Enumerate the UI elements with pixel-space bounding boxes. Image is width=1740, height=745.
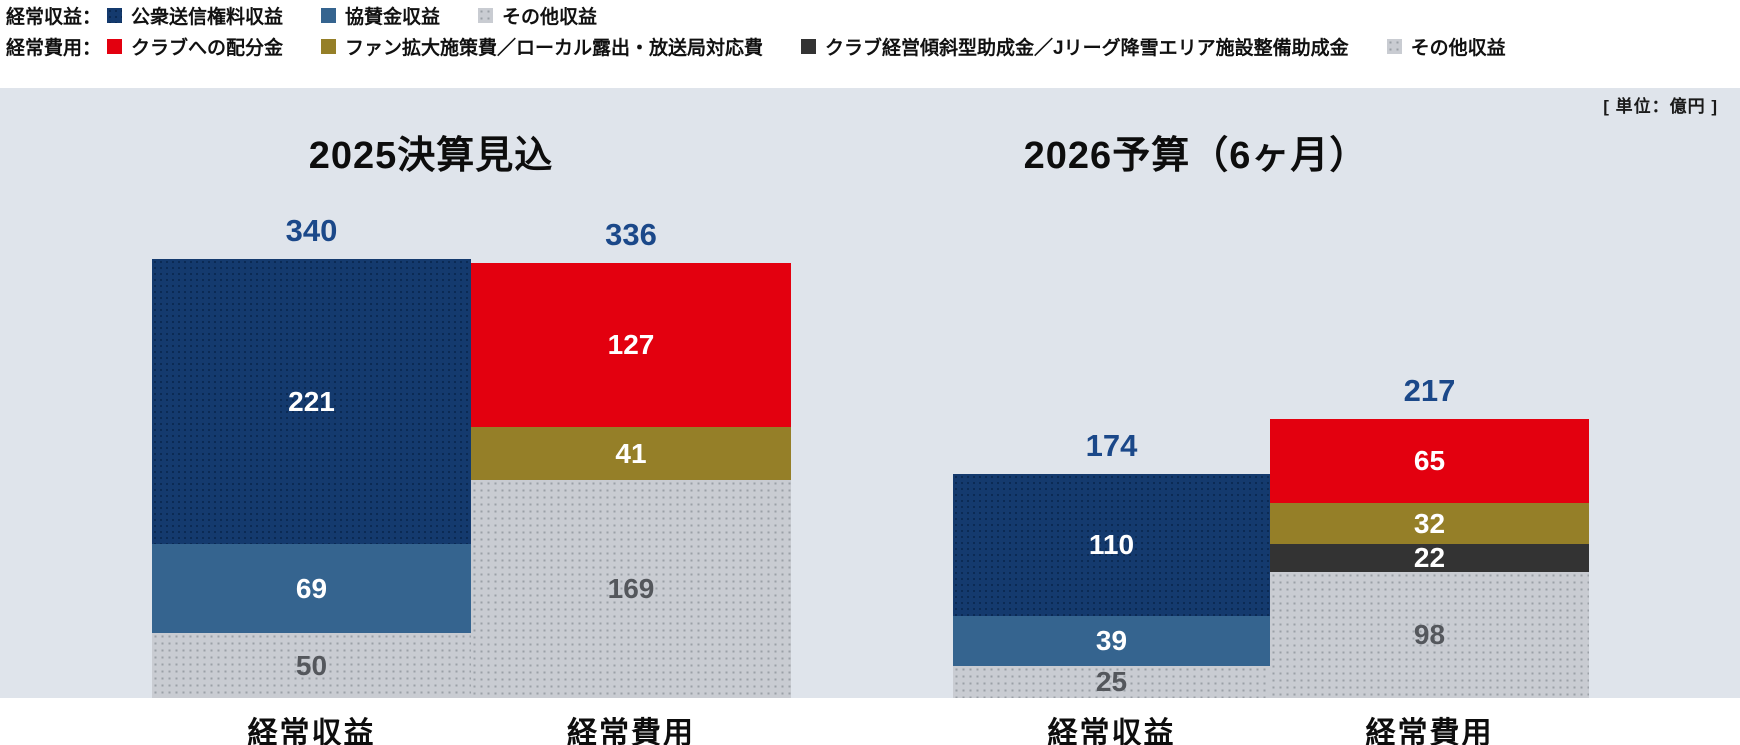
legend-item: その他収益 [478,2,597,29]
segment-value-label: 39 [1095,625,1128,656]
bar-segment: 127 [471,263,791,427]
axis-category-label: 経常収益 [1047,717,1176,745]
legend-item-label: その他収益 [1410,38,1506,59]
bar-segment: 169 [471,480,791,698]
navy-dots-swatch-icon [107,8,123,23]
legend-item: クラブ経営傾斜型助成金／Jリーグ降雪エリア施設整備助成金 [801,33,1349,60]
segment-value-label: 127 [607,329,655,360]
bar-segment: 110 [953,474,1270,616]
bar-segment: 69 [152,544,471,633]
segment-value-label: 110 [1088,529,1135,560]
segment-value-label: 32 [1413,507,1446,539]
bar-segment: 39 [953,616,1270,666]
legend-row: 経常収益： 公衆送信権料収益 協賛金収益 その他収益 [6,0,1736,31]
bar-column: 110 39 25 [953,474,1270,698]
segment-value-label: 50 [295,649,328,681]
axis-category-label: 経常収益 [247,717,376,745]
bar-total-label: 174 [1085,428,1138,463]
legend-item-label: ファン拡大施策費／ローカル露出・放送局対応費 [345,38,764,59]
bar-segment: 98 [1270,572,1589,698]
bar-segment: 65 [1270,419,1589,503]
bar-column: 65 32 22 98 [1270,419,1589,698]
segment-value-label: 169 [607,573,655,604]
legend-item: 協賛金収益 [321,2,440,29]
bar-segment: 25 [953,666,1270,698]
gray-dots-swatch-icon [478,8,494,23]
segment-value-label: 65 [1413,445,1446,476]
segment-value-label: 25 [1095,666,1128,697]
red-swatch-icon [107,39,123,54]
bar-segment: 221 [152,259,471,544]
bar-total-label: 336 [605,217,657,252]
black-swatch-icon [801,39,817,54]
bar-total-label: 217 [1403,373,1456,408]
legend-item: ファン拡大施策費／ローカル露出・放送局対応費 [321,33,763,60]
legend-item-label: その他収益 [502,7,598,28]
bar-total-label: 340 [285,213,338,248]
segment-value-label: 98 [1413,619,1446,650]
axis-category-label: 経常費用 [1365,717,1494,745]
legend-item-label: クラブへの配分金 [131,38,284,59]
bar-segment: 22 [1270,544,1589,572]
bar-column: 127 41 169 [471,263,791,698]
bar-segment: 32 [1270,503,1589,544]
olive-swatch-icon [321,39,337,54]
segment-value-label: 22 [1413,542,1446,573]
chart-title: 2026予算（6ヶ月） [1023,135,1369,177]
axis-category-label: 経常費用 [567,717,695,745]
legend-item: その他収益 [1386,33,1506,60]
unit-label: [ 単位：億円 ] [1603,97,1718,116]
segment-value-label: 41 [615,437,647,469]
legend-row: 経常費用： クラブへの配分金 ファン拡大施策費／ローカル露出・放送局対応費 クラブ経営… [6,31,1736,62]
segment-value-label: 221 [288,385,335,417]
legend-item-label: クラブ経営傾斜型助成金／Jリーグ降雪エリア施設整備助成金 [825,38,1349,59]
bar-segment: 41 [471,427,791,480]
steel-swatch-icon [321,8,337,23]
chart-title: 2025決算見込 [308,135,554,177]
legend-item-label: 公衆送信権料収益 [131,7,284,28]
legend-item: クラブへの配分金 [107,33,283,60]
legend-row-label: 経常費用： [6,38,102,59]
bar-segment: 50 [152,633,471,698]
legend-item: 公衆送信権料収益 [107,2,283,29]
legend-row-label: 経常収益： [6,7,102,28]
segment-value-label: 69 [295,572,328,604]
legend: 経常収益： 公衆送信権料収益 協賛金収益 その他収益 経常費用： クラブへの配分金 ファン拡… [6,0,1736,62]
bar-column: 221 69 50 [152,259,471,698]
gray-dots-swatch-icon [1386,39,1402,54]
legend-item-label: 協賛金収益 [345,7,441,28]
